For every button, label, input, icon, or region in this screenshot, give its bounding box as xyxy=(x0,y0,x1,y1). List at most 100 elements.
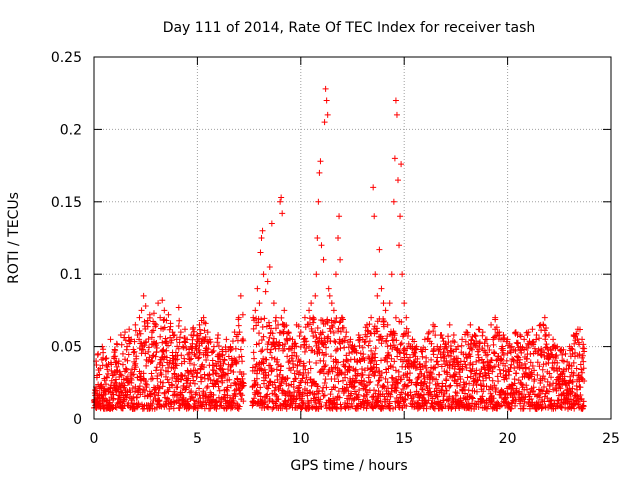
data-point-marker xyxy=(116,368,123,375)
data-point-marker xyxy=(581,345,588,352)
data-point-marker xyxy=(210,343,217,350)
data-point-marker xyxy=(283,322,290,329)
data-point-marker xyxy=(454,382,461,389)
data-point-marker xyxy=(175,304,182,311)
data-point-marker xyxy=(516,391,523,398)
data-point-marker xyxy=(363,405,370,412)
data-point-marker xyxy=(333,314,340,321)
data-point-marker xyxy=(396,400,403,407)
data-point-marker xyxy=(339,314,346,321)
data-point-marker xyxy=(508,343,515,350)
data-point-marker xyxy=(454,343,461,350)
data-point-marker xyxy=(373,361,380,368)
data-point-marker xyxy=(279,387,286,394)
data-point-marker xyxy=(468,337,475,344)
data-point-marker xyxy=(568,363,575,370)
data-point-marker xyxy=(473,382,480,389)
data-point-marker xyxy=(171,332,178,339)
data-point-marker xyxy=(182,339,189,346)
data-point-marker xyxy=(537,321,544,328)
data-point-marker xyxy=(207,405,214,412)
data-point-marker xyxy=(273,366,280,373)
data-point-marker xyxy=(405,329,412,336)
data-point-marker xyxy=(380,300,387,307)
data-point-marker xyxy=(465,387,472,394)
data-point-marker xyxy=(230,397,237,404)
x-axis-label: GPS time / hours xyxy=(290,458,407,474)
data-point-marker xyxy=(570,369,577,376)
data-point-marker xyxy=(203,384,210,391)
data-point-marker xyxy=(526,365,533,372)
data-point-marker xyxy=(307,376,314,383)
data-point-marker xyxy=(217,398,224,405)
data-point-marker xyxy=(503,375,510,382)
data-point-marker xyxy=(232,393,239,400)
data-point-marker xyxy=(226,376,233,383)
data-point-marker xyxy=(417,366,424,373)
data-point-marker xyxy=(151,386,158,393)
data-point-marker xyxy=(570,359,577,366)
data-point-marker xyxy=(489,368,496,375)
data-point-marker xyxy=(351,378,358,385)
data-point-marker xyxy=(236,403,243,410)
data-point-marker xyxy=(94,372,101,379)
data-point-marker xyxy=(102,355,109,362)
data-point-marker xyxy=(254,389,261,396)
data-point-marker xyxy=(539,366,546,373)
data-point-marker xyxy=(264,278,271,285)
data-point-marker xyxy=(356,342,363,349)
data-point-marker xyxy=(317,396,324,403)
data-point-marker xyxy=(503,357,510,364)
data-point-marker xyxy=(301,341,308,348)
data-point-marker xyxy=(313,359,320,366)
data-point-marker xyxy=(175,345,182,352)
data-point-marker xyxy=(430,364,437,371)
data-point-marker xyxy=(103,355,110,362)
data-point-marker xyxy=(468,368,475,375)
data-point-marker xyxy=(239,311,246,318)
data-point-marker xyxy=(154,375,161,382)
data-point-marker xyxy=(363,321,370,328)
data-point-marker xyxy=(354,373,361,380)
data-point-marker xyxy=(564,358,571,365)
data-point-marker xyxy=(383,369,390,376)
data-point-marker xyxy=(159,339,166,346)
data-point-marker xyxy=(374,328,381,335)
data-point-marker xyxy=(544,345,551,352)
data-point-marker xyxy=(323,384,330,391)
data-point-marker xyxy=(265,371,272,378)
data-point-marker xyxy=(438,387,445,394)
data-point-marker xyxy=(215,332,222,339)
data-point-marker xyxy=(209,348,216,355)
data-point-marker xyxy=(438,363,445,370)
data-point-marker xyxy=(425,397,432,404)
data-point-marker xyxy=(501,334,508,341)
data-point-marker xyxy=(378,285,385,292)
data-point-marker xyxy=(411,349,418,356)
data-point-marker xyxy=(250,325,257,332)
y-tick-label: 0.05 xyxy=(51,340,82,356)
data-point-marker xyxy=(134,394,141,401)
data-point-marker xyxy=(475,326,482,333)
data-point-marker xyxy=(258,337,265,344)
data-point-marker xyxy=(346,367,353,374)
data-point-marker xyxy=(215,343,222,350)
data-point-marker xyxy=(231,355,238,362)
data-point-marker xyxy=(381,383,388,390)
data-point-marker xyxy=(365,342,372,349)
data-point-marker xyxy=(290,378,297,385)
data-point-marker xyxy=(269,405,276,412)
data-point-marker xyxy=(323,351,330,358)
data-point-marker xyxy=(372,354,379,361)
data-point-marker xyxy=(359,336,366,343)
data-point-marker xyxy=(104,366,111,373)
data-point-marker xyxy=(473,388,480,395)
data-point-marker xyxy=(573,365,580,372)
data-point-marker xyxy=(311,391,318,398)
data-point-marker xyxy=(140,346,147,353)
data-point-marker xyxy=(276,339,283,346)
data-point-marker xyxy=(325,333,332,340)
y-tick-label: 0.15 xyxy=(51,195,82,211)
data-point-marker xyxy=(190,377,197,384)
data-point-marker xyxy=(185,375,192,382)
